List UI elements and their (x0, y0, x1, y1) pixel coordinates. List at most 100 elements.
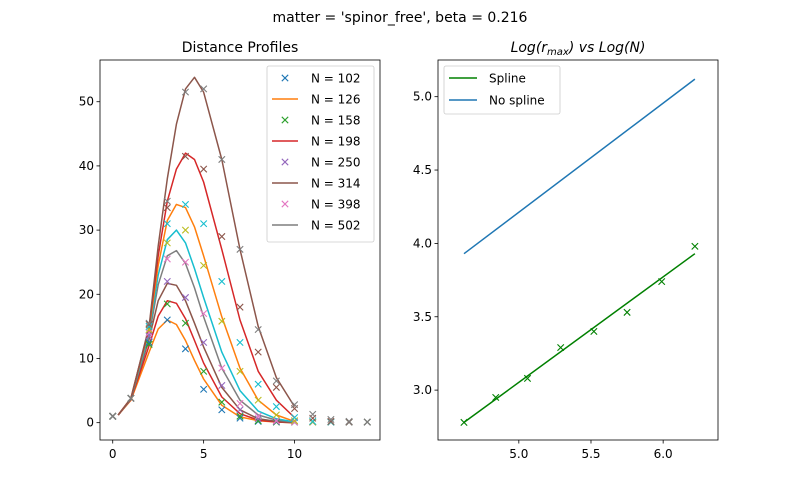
profile-marker (272, 403, 280, 411)
profile-marker (254, 415, 262, 423)
right-ytick-label: 5.0 (413, 90, 432, 104)
rmax-point (492, 393, 500, 402)
right-title-part-c: ) vs Log(N) (568, 40, 646, 56)
profile-marker (145, 320, 153, 329)
left-axes-frame (99, 59, 381, 441)
right-xtick-label: 5.0 (509, 447, 528, 461)
left-ytick-label: 10 (79, 351, 94, 365)
profile-marker (218, 381, 226, 390)
profile-marker (145, 319, 153, 327)
left-ytick-label: 20 (79, 287, 94, 301)
right-axes: Log(rmax) vs Log(N) 5.0 5.5 6.0 3.0 3.5 4.0 4.… (413, 40, 719, 461)
profile-marker (145, 322, 153, 330)
legend-label: N = 398 (311, 198, 361, 212)
right-ytick-label: 3.0 (413, 383, 432, 397)
profile-marker (109, 412, 117, 420)
left-ytick-label: 40 (79, 159, 94, 173)
left-ytick-label: 30 (79, 223, 94, 237)
profile-marker (309, 410, 317, 418)
profile-marker (236, 245, 244, 253)
profile-marker (327, 417, 335, 425)
right-plot-area (460, 78, 699, 426)
left-xtick-label: 10 (287, 447, 302, 461)
legend-marker (281, 158, 289, 166)
rmax-point (523, 374, 532, 382)
profile-marker (181, 258, 190, 266)
profile-marker (272, 377, 280, 385)
profile-marker (163, 197, 171, 205)
left-xtick-label: 5 (200, 447, 208, 461)
legend-label: N = 102 (311, 72, 361, 86)
profile-marker (163, 255, 171, 263)
left-legend-box (266, 65, 375, 243)
profile-marker (345, 417, 353, 425)
left-xtick-label: 0 (109, 447, 117, 461)
profile-marker (218, 406, 226, 414)
profile-marker (163, 220, 171, 228)
legend-label: N = 126 (311, 93, 361, 107)
profile-marker (309, 417, 317, 425)
profile-curve (117, 282, 295, 424)
figure-suptitle: matter = 'spinor_free', beta = 0.216 (273, 10, 528, 26)
legend-label: No spline (489, 94, 545, 108)
legend-marker (281, 200, 289, 208)
legend-marker (281, 116, 289, 124)
profile-marker (145, 326, 153, 334)
profile-marker (290, 417, 299, 425)
right-title-sub: max (547, 47, 569, 58)
right-ytick-label: 4.0 (413, 236, 432, 250)
legend-label: Spline (489, 72, 526, 86)
left-title: Distance Profiles (182, 40, 299, 56)
profile-marker (145, 329, 153, 337)
regression-line (463, 78, 696, 255)
legend-label: N = 314 (311, 177, 361, 191)
profile-marker (145, 340, 153, 348)
profile-marker (181, 345, 190, 353)
profile-marker (200, 385, 208, 393)
rmax-point (691, 242, 699, 250)
profile-marker (254, 412, 262, 420)
left-ytick-label: 50 (79, 95, 94, 109)
profile-marker (272, 411, 280, 419)
profile-marker (236, 414, 244, 422)
left-axes: Distance Profiles 0 5 10 0 10 20 30 40 50 N = 10… (79, 40, 381, 461)
right-title-part-b: r (541, 40, 548, 56)
profile-marker (290, 401, 299, 409)
profile-marker (200, 261, 208, 269)
right-ytick-label: 3.5 (413, 310, 432, 324)
profile-marker (200, 338, 208, 347)
profile-marker (127, 394, 135, 402)
rmax-point (623, 308, 631, 316)
right-title: Log(rmax) vs Log(N) (511, 40, 646, 58)
profile-marker (236, 399, 244, 408)
profile-marker (163, 204, 171, 212)
profile-curve (117, 299, 295, 424)
profile-marker (163, 300, 171, 308)
legend-label: N = 502 (311, 219, 361, 233)
right-legend: Spline No spline (443, 65, 561, 115)
profile-marker (290, 413, 299, 422)
profile-marker (363, 418, 371, 426)
profile-marker (181, 152, 190, 160)
profile-marker (218, 232, 226, 241)
left-ticks: 0 5 10 0 10 20 30 40 50 (79, 95, 302, 461)
profile-marker (254, 326, 262, 334)
profile-marker (145, 338, 153, 347)
profile-marker (272, 383, 280, 391)
profile-curve (117, 76, 296, 416)
legend-label: N = 198 (311, 135, 361, 149)
right-xtick-label: 6.0 (654, 447, 673, 461)
profile-marker (181, 88, 190, 96)
profile-marker (218, 317, 226, 325)
profile-marker (200, 220, 208, 228)
profile-marker (200, 165, 208, 173)
profile-marker (200, 85, 208, 93)
rmax-point (658, 277, 666, 286)
legend-label: N = 250 (311, 156, 361, 170)
profile-marker (218, 364, 226, 372)
profile-marker (181, 319, 190, 327)
profile-curve (117, 319, 295, 424)
profile-marker (163, 277, 171, 286)
profile-marker (181, 200, 190, 209)
